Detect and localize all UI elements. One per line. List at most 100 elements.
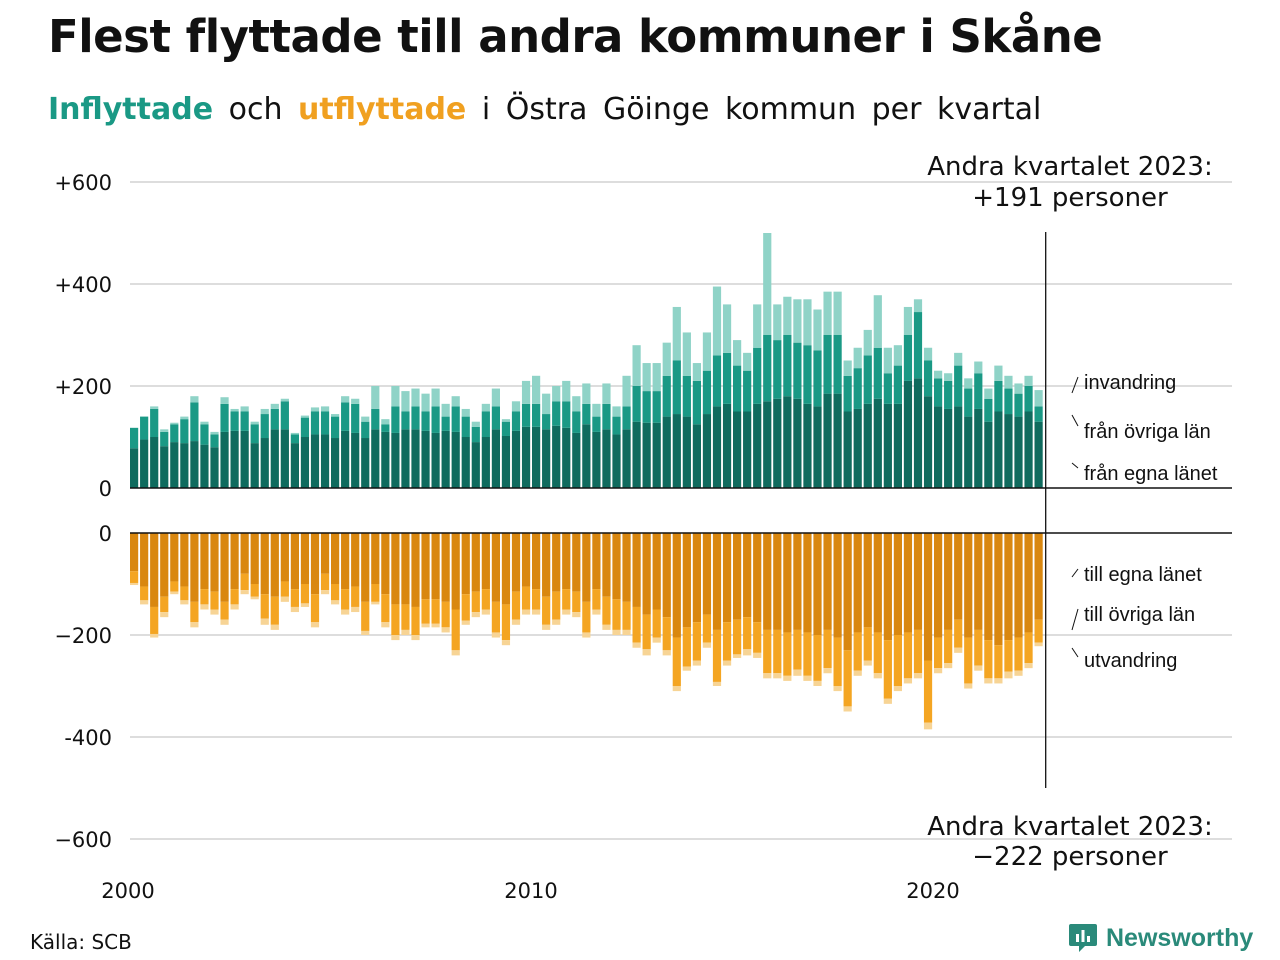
bar-out-other-counties [521, 586, 531, 610]
subtitle-och: och [228, 92, 283, 127]
bar-out-other-counties [853, 632, 862, 671]
bar-out-same-county [160, 533, 169, 597]
bar-in-other-counties [883, 373, 892, 404]
bar-out-same-county [310, 533, 320, 595]
bar-in-other-counties [974, 373, 983, 409]
bar-out-emigration [602, 624, 611, 630]
bar-in-immigration [501, 419, 511, 422]
bar-out-emigration [853, 670, 862, 676]
bar-out-same-county [722, 533, 732, 623]
bottom-annotation-line2: −222 personer [972, 842, 1168, 872]
bar-in-immigration [913, 299, 923, 313]
bar-in-other-counties [682, 375, 691, 417]
bar-out-other-counties [210, 591, 219, 610]
bar-out-other-counties [602, 596, 611, 625]
bar-in-same-county [441, 430, 450, 488]
bar-out-other-counties [833, 637, 842, 686]
bar-in-other-counties [722, 352, 732, 404]
series-leader-line [1071, 414, 1079, 427]
bar-out-other-counties [200, 589, 209, 605]
bar-out-other-counties [863, 627, 872, 661]
bar-in-same-county [753, 403, 762, 488]
bar-out-other-counties [391, 604, 400, 635]
bar-out-same-county [300, 533, 310, 584]
series-leader-line [1071, 608, 1079, 631]
bar-in-other-counties [994, 380, 1003, 412]
series-label-bottom: till övriga län [1084, 604, 1195, 626]
bar-in-other-counties [260, 414, 269, 439]
bar-in-immigration [753, 304, 762, 348]
bar-in-same-county [763, 401, 772, 488]
bar-out-emigration [913, 673, 923, 679]
bottom-y-tick-label: −200 [54, 624, 112, 648]
bar-in-other-counties [612, 416, 621, 435]
bar-in-same-county [913, 378, 923, 488]
bar-in-same-county [692, 424, 701, 488]
bar-in-other-counties [391, 406, 400, 433]
bar-out-emigration [622, 629, 631, 635]
series-label-top: från egna länet [1084, 463, 1218, 485]
bar-in-immigration [622, 375, 631, 407]
bar-in-same-county [542, 429, 551, 488]
bar-out-other-counties [773, 629, 782, 674]
bar-out-same-county [592, 533, 601, 590]
bar-out-emigration [974, 665, 983, 671]
bar-in-immigration [461, 408, 470, 417]
bar-in-immigration [672, 306, 681, 361]
bar-out-other-counties [753, 622, 762, 653]
bar-out-same-county [823, 533, 832, 630]
bar-out-same-county [954, 533, 963, 620]
bar-out-emigration [160, 612, 169, 618]
bar-out-same-county [944, 533, 953, 630]
bar-out-other-counties [220, 601, 229, 620]
bar-out-other-counties [622, 601, 631, 630]
bar-out-emigration [632, 642, 641, 648]
bar-in-same-county [190, 441, 199, 488]
bar-out-emigration [401, 629, 410, 635]
bar-in-other-counties [491, 406, 500, 430]
bar-in-immigration [793, 299, 802, 343]
bar-in-other-counties [431, 406, 440, 433]
bar-out-same-county [692, 533, 701, 623]
bar-in-immigration [240, 406, 249, 412]
bar-out-emigration [562, 609, 571, 615]
bar-in-same-county [552, 425, 561, 488]
bar-out-emigration [923, 722, 933, 730]
bar-out-emigration [1014, 670, 1023, 676]
bar-in-other-counties [552, 401, 561, 426]
bar-in-other-counties [351, 403, 360, 433]
bar-in-same-county [160, 446, 169, 488]
bar-out-same-county [1004, 533, 1013, 641]
bar-out-same-county [391, 533, 400, 605]
bar-in-immigration [361, 416, 370, 422]
bar-out-other-counties [331, 584, 340, 601]
bar-out-same-county [491, 533, 500, 602]
bar-in-other-counties [320, 411, 330, 435]
bar-in-other-counties [341, 402, 350, 431]
bar-out-emigration [532, 609, 541, 615]
bar-out-emigration [712, 681, 722, 686]
bar-in-same-county [612, 434, 621, 488]
bar-in-other-counties [270, 408, 279, 430]
bar-in-same-county [320, 434, 330, 488]
bar-out-other-counties [310, 594, 320, 623]
series-label-top: från övriga län [1084, 421, 1211, 443]
bar-in-immigration [210, 431, 219, 435]
bar-in-other-counties [280, 401, 289, 430]
bar-out-same-county [813, 533, 822, 635]
bar-in-immigration [150, 406, 159, 409]
bar-in-other-counties [672, 360, 681, 415]
bar-out-emigration [471, 612, 480, 618]
bar-out-emigration [140, 600, 149, 605]
bar-in-other-counties [160, 431, 169, 447]
bar-out-same-county [150, 533, 159, 607]
bar-in-immigration [521, 380, 531, 404]
bar-out-other-counties [190, 601, 199, 623]
bar-out-other-counties [873, 632, 882, 674]
bar-in-same-county [702, 414, 712, 488]
bar-out-same-county [320, 533, 330, 574]
bar-out-same-county [471, 533, 480, 592]
bar-in-same-county [532, 426, 541, 488]
bar-in-other-counties [743, 370, 752, 412]
bar-out-same-county [712, 533, 722, 630]
